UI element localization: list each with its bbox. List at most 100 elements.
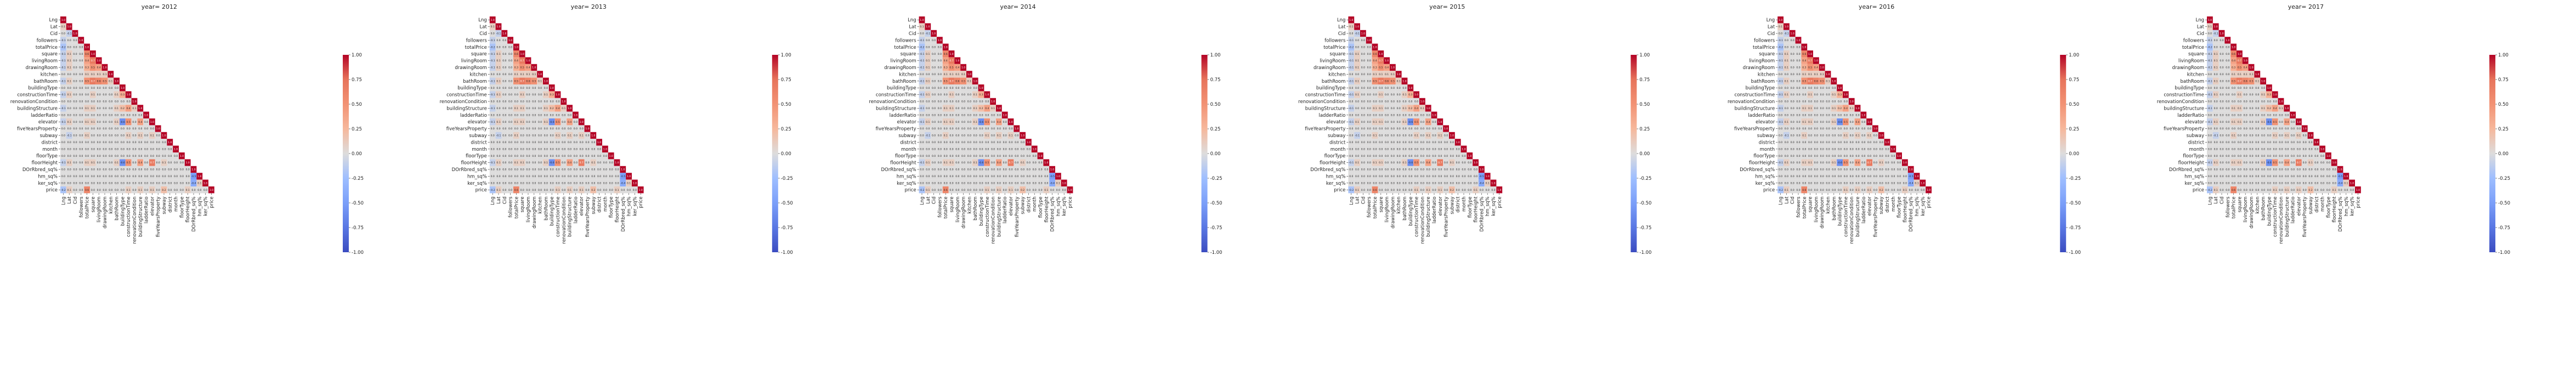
heatmap-cell <box>2207 139 2213 146</box>
cell-value-label: 0.0 <box>2232 148 2235 151</box>
cell-value-label: 0.1 <box>1379 93 1383 97</box>
cell-value-label: 0.0 <box>1355 168 1359 172</box>
heatmap-cell <box>2278 111 2284 118</box>
heatmap-cell <box>1896 173 1902 180</box>
cell-value-label: 0.1 <box>1391 73 1395 76</box>
cell-value-label: 0.0 <box>2226 46 2229 49</box>
heatmap-cell <box>1378 84 1384 92</box>
cell-value-label: 0.0 <box>955 114 959 117</box>
heatmap-cell <box>919 159 925 166</box>
cell-value-label: 0.0 <box>67 127 71 131</box>
cell-value-label: 0.0 <box>2279 155 2283 158</box>
cell-value-label: 0.1 <box>496 80 500 83</box>
cell-value-label: 0.0 <box>162 141 166 144</box>
cell-value-label: 0.0 <box>538 161 542 165</box>
cell-value-label: 0.0 <box>1367 134 1371 138</box>
heatmap-cell <box>1454 173 1461 180</box>
heatmap-cell <box>1784 23 1790 30</box>
heatmap-cell <box>1789 152 1796 160</box>
cell-value-label: 0.0 <box>2214 107 2218 110</box>
heatmap-cell <box>2260 132 2266 139</box>
heatmap-cell <box>573 139 579 146</box>
cell-value-label: 1.0 <box>144 114 148 117</box>
cell-value-label: 0.0 <box>1009 168 1012 172</box>
heatmap-cell <box>1354 23 1360 30</box>
cell-value-label: 0.0 <box>2255 87 2259 90</box>
heatmap-cell <box>513 145 519 152</box>
cell-value-label: 0.0 <box>2244 100 2247 104</box>
cell-value-label: 0.0 <box>491 141 495 144</box>
heatmap-cell <box>125 98 132 105</box>
cell-value-label: 0.0 <box>520 189 524 192</box>
row-tick-label: hm_sq% <box>1326 174 1346 179</box>
heatmap-cell <box>1789 111 1796 118</box>
heatmap-cell <box>573 152 579 160</box>
heatmap-cell <box>1431 145 1437 152</box>
cell-value-label: 0.0 <box>2220 87 2223 90</box>
heatmap-cell <box>1384 64 1390 71</box>
heatmap-cell <box>107 84 114 92</box>
heatmap-cell <box>584 179 591 186</box>
cell-value-label: 0.5 <box>520 66 524 70</box>
heatmap-cell <box>137 105 144 112</box>
cell-value-label: 0.0 <box>938 168 942 172</box>
colorbar-tick-label: -0.75 <box>781 225 793 231</box>
heatmap-cell <box>1784 111 1790 118</box>
heatmap-cell <box>954 111 961 118</box>
cell-value-label: 0.1 <box>1867 134 1871 138</box>
row-tick-label: buildingStructure <box>1305 106 1346 111</box>
col-tick-label: ladderRatio <box>1432 196 1437 223</box>
cell-value-label: 0.0 <box>938 93 942 97</box>
heatmap-cell <box>1789 118 1796 126</box>
heatmap-cell <box>1360 173 1366 180</box>
heatmap-cell <box>519 111 525 118</box>
cell-value-label: 0.0 <box>2297 148 2301 151</box>
cell-value-label: 0.0 <box>2214 46 2218 49</box>
cell-value-label: 0.0 <box>1367 87 1371 90</box>
heatmap-cell <box>495 43 502 50</box>
cell-value-label: 1.0 <box>1903 161 1907 165</box>
heatmap-cell <box>1777 145 1784 152</box>
row-tick-label: Lat <box>1768 25 1775 30</box>
heatmap-cell <box>2230 125 2237 132</box>
cell-value-label: 1.0 <box>532 66 536 70</box>
cell-value-label: 1.0 <box>1826 73 1830 76</box>
cell-value-label: 0.0 <box>2308 155 2312 158</box>
heatmap-cell <box>1837 132 1843 139</box>
cell-value-label: 0.1 <box>1808 93 1812 97</box>
cell-value-label: 0.7 <box>1009 161 1012 165</box>
heatmap-cell <box>984 139 990 146</box>
heatmap-cell <box>1366 125 1372 132</box>
cell-value-label: 0.0 <box>973 100 977 104</box>
cell-value-label: 0.0 <box>67 155 71 158</box>
heatmap-cell <box>1837 111 1843 118</box>
heatmap-cell <box>1401 132 1408 139</box>
heatmap-cell <box>1360 179 1366 186</box>
heatmap-cell <box>66 30 72 37</box>
cell-value-label: 0.0 <box>1826 148 1830 151</box>
heatmap-cell <box>1884 159 1890 166</box>
cell-value-label: 0.0 <box>1003 189 1007 192</box>
cell-value-label: 0.0 <box>961 121 965 124</box>
heatmap-cell <box>489 118 496 126</box>
col-tick-label: ladderRatio <box>573 196 579 223</box>
col-tick-label: DOrRbred_sq% <box>1479 196 1485 231</box>
cell-value-label: 0.0 <box>1367 121 1371 124</box>
cell-value-label: 0.1 <box>1832 107 1836 110</box>
cell-value-label: 0.0 <box>1397 100 1401 104</box>
colorbar-tick-label: -0.25 <box>781 176 793 182</box>
cell-value-label: 0.0 <box>2255 114 2259 117</box>
heatmap-cell <box>1014 152 1020 160</box>
heatmap-cell <box>954 139 961 146</box>
colorbar-tick-label: 0.75 <box>1210 77 1221 83</box>
heatmap-cell <box>1837 159 1843 166</box>
heatmap-cell <box>548 91 555 98</box>
heatmap-cell <box>1384 152 1390 160</box>
heatmap-cell <box>66 111 72 118</box>
cell-value-label: 0.0 <box>1361 87 1365 90</box>
heatmap-cell <box>1801 173 1808 180</box>
heatmap-cell <box>972 98 978 105</box>
heatmap-cell <box>525 173 531 180</box>
cell-value-label: 0.0 <box>1349 134 1353 138</box>
